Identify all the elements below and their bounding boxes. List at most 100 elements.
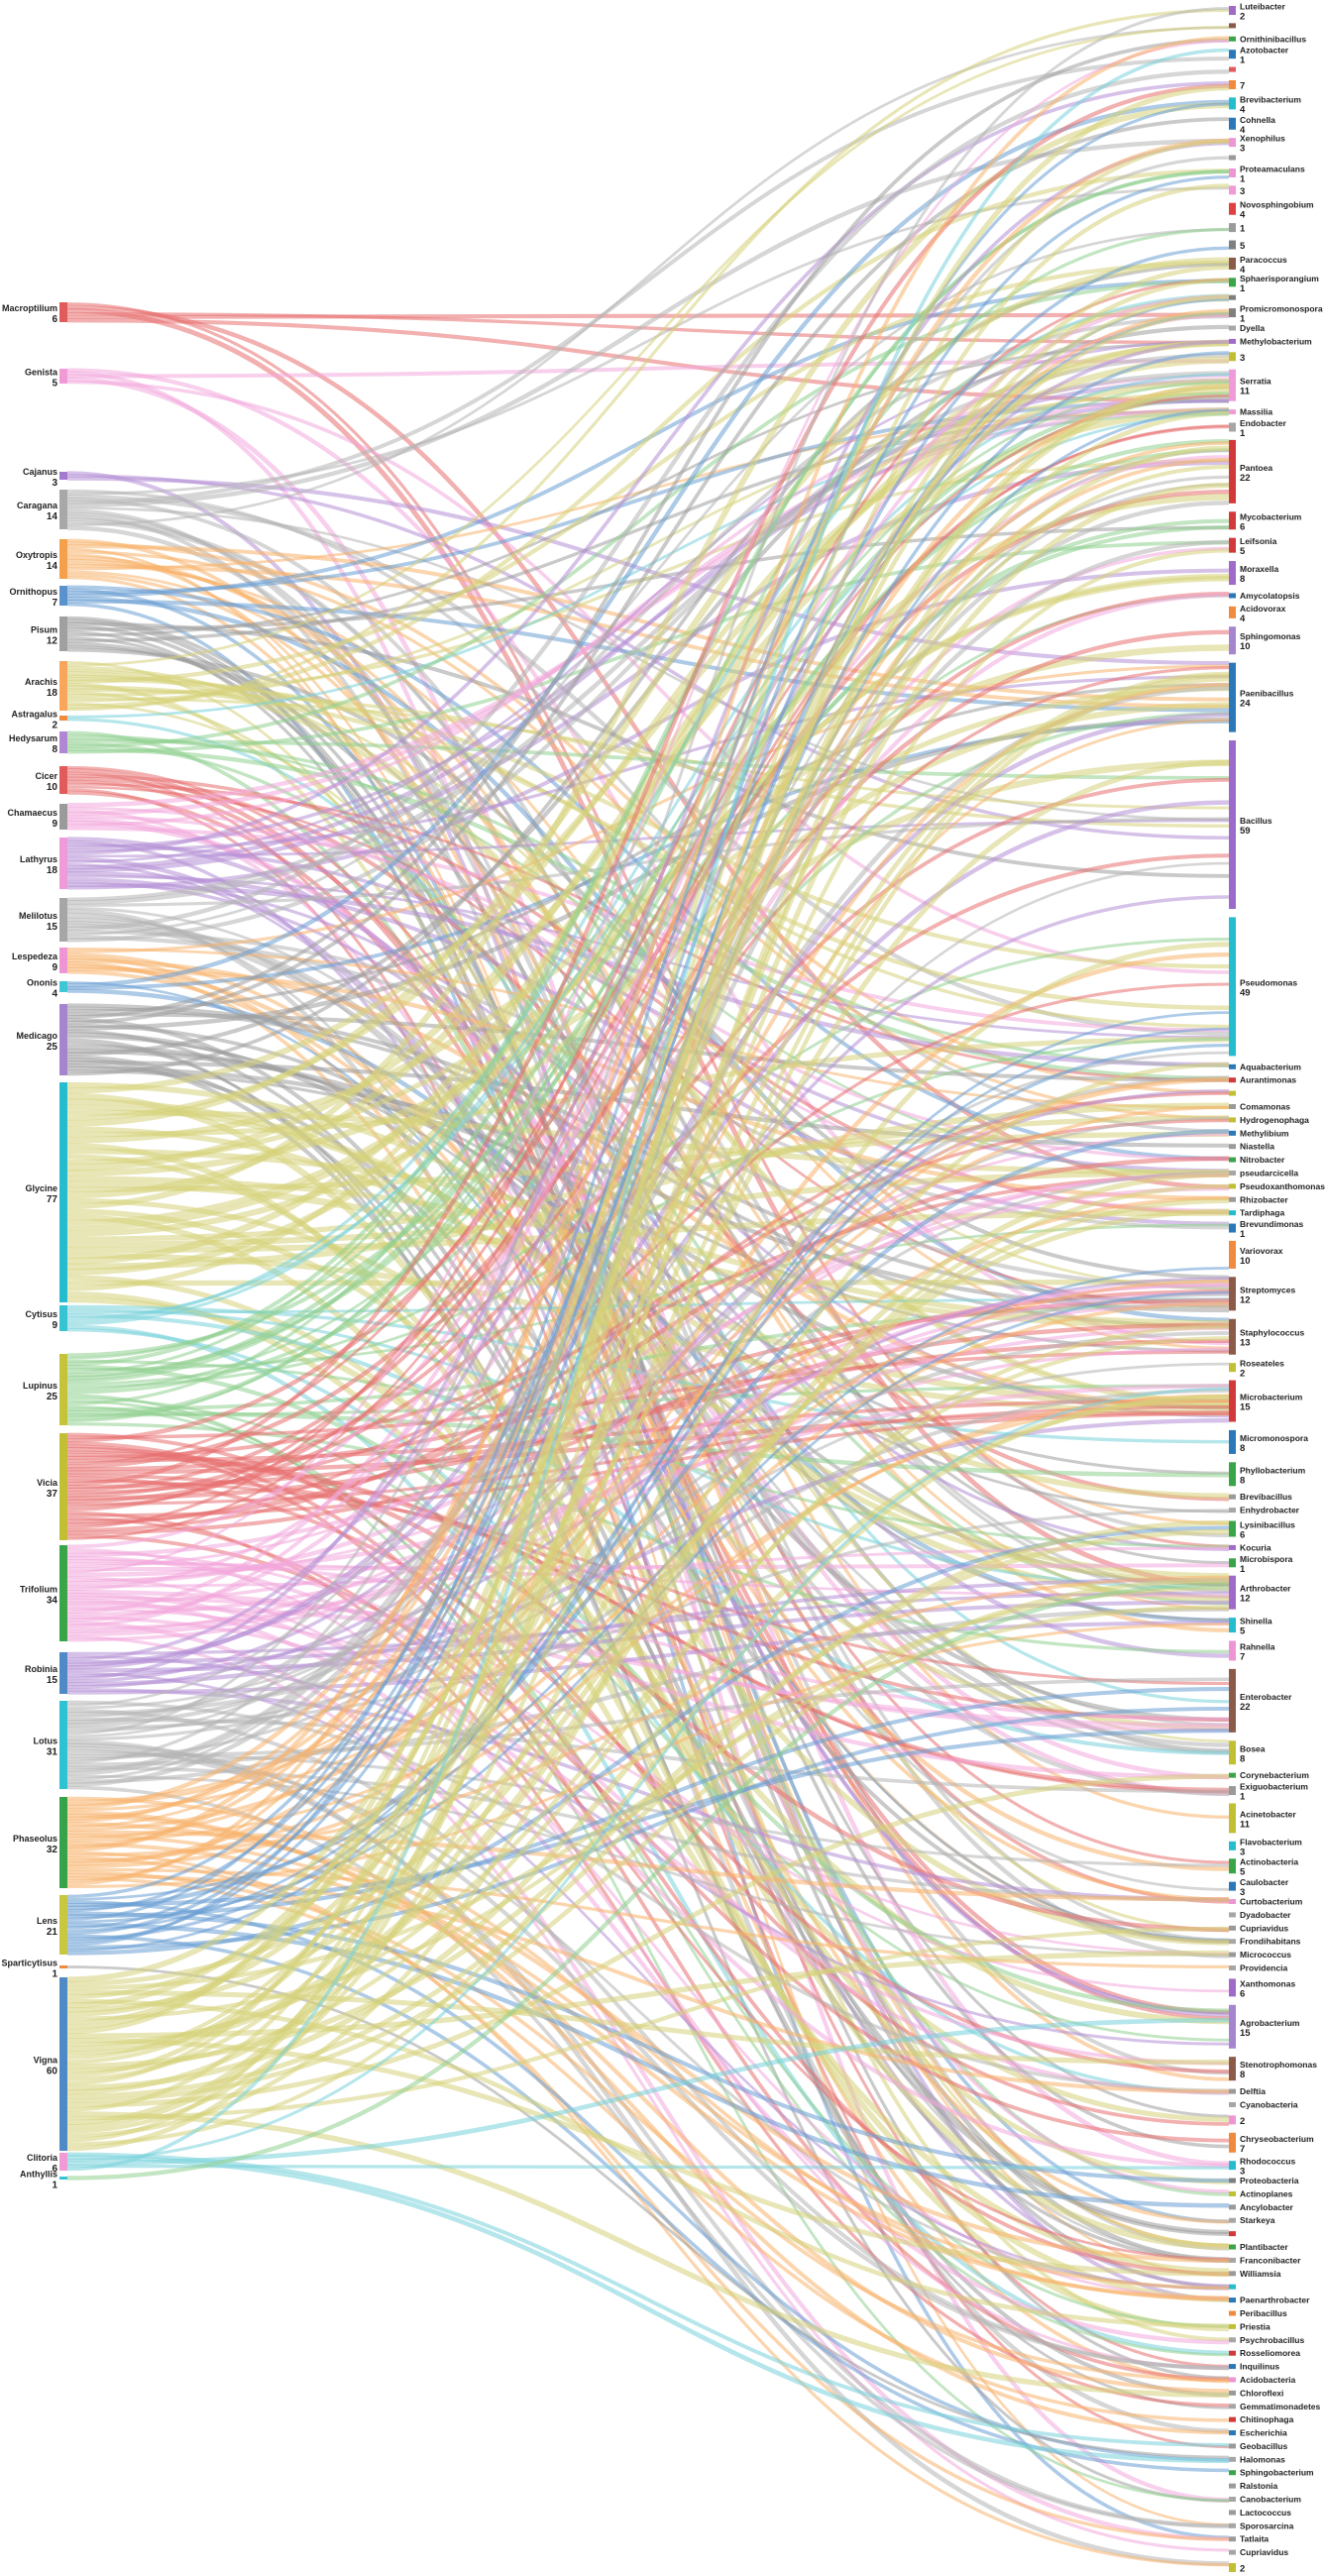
left-node-label: Cytisus bbox=[25, 1309, 57, 1319]
left-node-value: 14 bbox=[47, 561, 58, 572]
right-node-label: Niastella bbox=[1240, 1142, 1274, 1152]
right-node-value: 1 bbox=[1240, 56, 1246, 66]
left-node-label: Caragana bbox=[17, 501, 58, 510]
right-node-label: Cupriavidus bbox=[1240, 1923, 1288, 1933]
right-node: Rosseliomorea bbox=[1229, 2348, 1300, 2358]
right-node-value: 10 bbox=[1240, 1256, 1251, 1267]
right-node-label: Promicromonospora bbox=[1240, 304, 1323, 314]
right-node-bar bbox=[1229, 2297, 1236, 2303]
flow-link bbox=[66, 2152, 1230, 2447]
right-node-bar bbox=[1229, 1803, 1236, 1834]
left-node-label: Cicer bbox=[35, 771, 57, 781]
right-node-value: 13 bbox=[1240, 1338, 1251, 1349]
right-node-value: 1 bbox=[1240, 314, 1246, 325]
right-node-label: Xenophilus bbox=[1240, 134, 1285, 144]
right-node-bar bbox=[1229, 1858, 1236, 1874]
right-node-label: Caulobacter bbox=[1240, 1877, 1289, 1887]
right-node-label: Proteamaculans bbox=[1240, 164, 1305, 173]
right-node-bar bbox=[1229, 155, 1236, 161]
left-node-bar bbox=[59, 1082, 67, 1302]
left-node-bar bbox=[59, 302, 67, 322]
right-node-bar bbox=[1229, 1544, 1236, 1550]
right-node-label: Nitrobacter bbox=[1240, 1155, 1285, 1165]
right-node: 3 bbox=[1229, 185, 1245, 197]
right-node: Sporosarcina bbox=[1229, 2520, 1294, 2530]
flow-link bbox=[66, 99, 1230, 988]
right-node-value: 2 bbox=[1240, 2116, 1245, 2127]
left-node-value: 3 bbox=[52, 478, 57, 489]
right-node-value: 1 bbox=[1240, 224, 1246, 235]
right-node: Proteobacteria bbox=[1229, 2176, 1299, 2185]
right-node-bar bbox=[1229, 1881, 1236, 1891]
right-node-label: Stenotrophomonas bbox=[1240, 2060, 1317, 2070]
flow-link bbox=[66, 1922, 1230, 2208]
flow-link bbox=[66, 1183, 1230, 2056]
right-node-label: Priestia bbox=[1240, 2321, 1271, 2331]
right-node: Halomonas bbox=[1229, 2454, 1285, 2464]
flow-link bbox=[66, 501, 1230, 1776]
right-node-label: Paenibacillus bbox=[1240, 689, 1294, 699]
left-node-bar bbox=[59, 1797, 67, 1888]
right-node: Geobacillus bbox=[1229, 2441, 1287, 2451]
left-node-bar bbox=[59, 1965, 67, 1968]
right-node-bar bbox=[1229, 2244, 1236, 2250]
right-node-bar bbox=[1229, 2456, 1236, 2462]
right-node-value: 11 bbox=[1240, 1819, 1251, 1830]
right-node-bar bbox=[1229, 185, 1236, 195]
right-node-bar bbox=[1229, 1912, 1236, 1918]
right-node-label: Pseudoxanthomonas bbox=[1240, 1181, 1325, 1191]
right-node-label: Psychrobacillus bbox=[1240, 2335, 1304, 2345]
right-node-bar bbox=[1229, 2115, 1236, 2125]
right-node-label: Dyadobacter bbox=[1240, 1910, 1291, 1920]
flow-link bbox=[66, 141, 1230, 1681]
flow-link bbox=[66, 759, 1230, 2017]
right-node-bar bbox=[1229, 1925, 1236, 1931]
right-node: Ornithinibacillus bbox=[1229, 34, 1306, 44]
right-node: Nitrobacter bbox=[1229, 1155, 1285, 1165]
right-node-label: Methylibium bbox=[1240, 1128, 1289, 1138]
flow-link bbox=[66, 380, 1230, 974]
flow-link bbox=[66, 673, 1230, 2081]
right-node-bar bbox=[1229, 1899, 1236, 1905]
right-node: Peribacillus bbox=[1229, 2308, 1287, 2318]
right-node-bar bbox=[1229, 117, 1236, 130]
right-node: Cupriavidus bbox=[1229, 1923, 1288, 1933]
right-node: Pseudoxanthomonas bbox=[1229, 1181, 1325, 1191]
right-node-label: Canobacterium bbox=[1240, 2495, 1301, 2505]
right-node-value: 49 bbox=[1240, 987, 1251, 998]
left-node-label: Oxytropis bbox=[16, 550, 57, 560]
left-node-bar bbox=[59, 2177, 67, 2180]
flow-link bbox=[66, 378, 1230, 1094]
right-node-bar bbox=[1229, 2057, 1236, 2081]
right-node: Corynebacterium bbox=[1229, 1770, 1309, 1780]
right-node-bar bbox=[1229, 2204, 1236, 2210]
flow-link bbox=[66, 1076, 1230, 1803]
right-node-label: Agrobacterium bbox=[1240, 2018, 1300, 2028]
right-node-bar bbox=[1229, 1618, 1236, 1633]
right-node bbox=[1229, 23, 1236, 29]
right-node-bar bbox=[1229, 50, 1236, 59]
flow-link bbox=[66, 666, 1230, 1509]
flow-link bbox=[66, 1017, 1230, 2234]
